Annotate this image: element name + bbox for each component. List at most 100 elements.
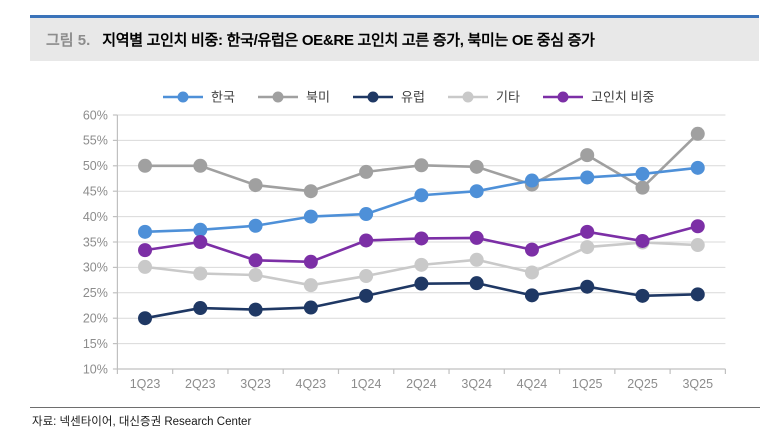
- legend-label-europe: 유럽: [401, 90, 425, 105]
- y-tick-label: 20%: [83, 312, 108, 326]
- series-europe: [138, 276, 705, 326]
- legend-marker-others: [462, 91, 474, 103]
- legend-item-large-inch-ratio: 고인치 비중: [543, 90, 654, 105]
- series-korea-point: [193, 222, 208, 237]
- series-korea-point: [469, 184, 484, 199]
- series-large-inch-ratio-point: [303, 254, 318, 269]
- x-tick-label: 2Q24: [406, 377, 437, 391]
- series-europe-point: [138, 311, 153, 326]
- series-large-inch-ratio-point: [138, 243, 153, 258]
- series-others-point: [138, 259, 153, 274]
- legend-item-europe: 유럽: [353, 90, 425, 105]
- y-axis-labels: 10% 15% 20% 25% 30% 35% 40% 45% 50% 55% 60%: [83, 108, 108, 376]
- series-large-inch-ratio-point: [690, 219, 705, 234]
- series-large-inch-ratio-point: [580, 224, 595, 239]
- series-large-inch-ratio-point: [193, 235, 208, 249]
- series-europe-point: [635, 288, 650, 303]
- chart-legend: 한국 북미 유럽 기타 고인치 비중: [163, 90, 654, 105]
- series-north-america-point: [359, 164, 374, 179]
- legend-item-korea: 한국: [163, 90, 235, 105]
- series-north-america: [138, 126, 705, 199]
- x-tick-label: 2Q23: [185, 377, 216, 391]
- y-tick-label: 40%: [83, 210, 108, 224]
- series-korea-point: [690, 160, 705, 175]
- source-text: 자료: 넥센타이어, 대신증권 Research Center: [32, 416, 252, 428]
- series-large-inch-ratio-point: [469, 230, 484, 245]
- series-europe-point: [414, 276, 429, 291]
- figure-title: 지역별 고인치 비중: 한국/유럽은 OE&RE 고인치 고른 증가, 북미는 …: [102, 32, 595, 49]
- series-korea-point: [248, 218, 263, 233]
- legend-marker-large-inch-ratio: [557, 91, 569, 103]
- x-tick-label: 3Q24: [461, 377, 492, 391]
- series-north-america-point: [580, 148, 595, 163]
- series-north-america-point: [303, 184, 318, 199]
- x-tick-label: 1Q25: [572, 377, 603, 391]
- series-europe-point: [248, 302, 263, 317]
- series-europe-point: [690, 287, 705, 302]
- y-tick-label: 25%: [83, 286, 108, 300]
- series-korea-point: [414, 188, 429, 203]
- series-others-point: [248, 268, 263, 283]
- y-tick-label: 10%: [83, 362, 108, 376]
- series-north-america-point: [193, 158, 208, 173]
- series-north-america-point: [414, 158, 429, 173]
- x-tick-label: 4Q24: [517, 377, 548, 391]
- x-tick-label: 1Q24: [351, 377, 382, 391]
- series-large-inch-ratio-point: [414, 231, 429, 246]
- x-tick-label: 3Q25: [682, 377, 713, 391]
- legend-item-north-america: 북미: [258, 90, 330, 105]
- legend-item-others: 기타: [448, 90, 520, 105]
- series-others-point: [414, 257, 429, 272]
- series-others-point: [690, 238, 705, 253]
- series-north-america-point: [690, 126, 705, 141]
- legend-label-others: 기타: [496, 90, 520, 105]
- line-chart: 10% 15% 20% 25% 30% 35% 40% 45% 50% 55% 60% 1Q23 2Q2…: [83, 90, 727, 391]
- y-tick-label: 15%: [83, 337, 108, 351]
- series-north-america-point: [635, 180, 650, 195]
- series-korea: [138, 160, 705, 239]
- x-axis-labels: 1Q23 2Q23 3Q23 4Q23 1Q24 2Q24 3Q24 4Q24 1Q25 2Q25…: [130, 377, 713, 391]
- series-europe-point: [193, 301, 208, 316]
- series-europe-point: [359, 288, 374, 303]
- series-others-point: [524, 265, 539, 280]
- x-tick-label: 3Q23: [240, 377, 271, 391]
- legend-marker-korea: [177, 91, 189, 103]
- legend-label-north-america: 북미: [306, 90, 330, 105]
- x-tick-label: 1Q23: [130, 377, 161, 391]
- series-large-inch-ratio: [138, 219, 705, 269]
- legend-label-korea: 한국: [211, 90, 235, 105]
- x-tick-label: 2Q25: [627, 377, 658, 391]
- y-tick-label: 50%: [83, 159, 108, 173]
- series-europe-point: [524, 288, 539, 303]
- source-divider: [30, 407, 760, 408]
- series-korea-point: [138, 224, 153, 239]
- series-korea-point: [635, 166, 650, 181]
- y-tick-label: 60%: [83, 108, 108, 122]
- series-large-inch-ratio-point: [635, 233, 650, 248]
- series-large-inch-ratio-point: [248, 253, 263, 268]
- y-tick-label: 45%: [83, 185, 108, 199]
- series-korea-point: [303, 209, 318, 224]
- legend-marker-europe: [367, 91, 379, 103]
- legend-label-large-inch-ratio: 고인치 비중: [591, 90, 654, 105]
- series-north-america-point: [469, 159, 484, 174]
- series-others: [138, 235, 705, 293]
- y-tick-label: 35%: [83, 235, 108, 249]
- axes: [112, 114, 727, 374]
- series-korea-point: [580, 170, 595, 185]
- y-tick-label: 30%: [83, 261, 108, 275]
- series-korea-point: [359, 207, 374, 222]
- series-europe-point: [580, 279, 595, 294]
- series-europe-point: [469, 276, 484, 291]
- series-north-america-point: [248, 178, 263, 193]
- series-north-america-point: [138, 158, 153, 173]
- series-europe-point: [303, 300, 318, 315]
- legend-marker-north-america: [272, 91, 284, 103]
- series-large-inch-ratio-point: [524, 242, 539, 257]
- figure-label: 그림 5.: [46, 32, 91, 49]
- figure-title-banner: 그림 5. 지역별 고인치 비중: 한국/유럽은 OE&RE 고인치 고른 증가…: [30, 15, 759, 61]
- x-tick-label: 4Q23: [296, 377, 327, 391]
- y-tick-label: 55%: [83, 134, 108, 148]
- series-others-point: [359, 269, 374, 284]
